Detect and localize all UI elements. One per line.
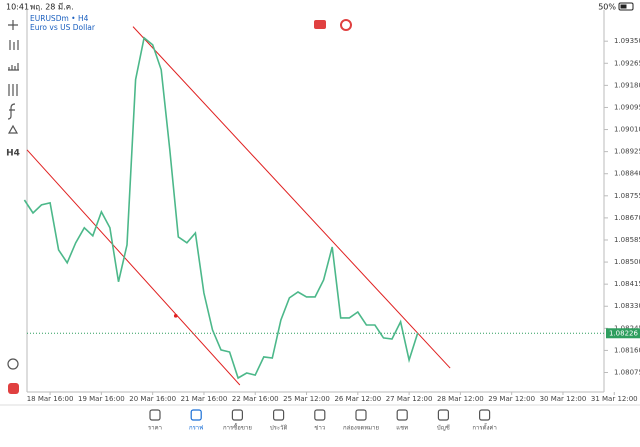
y-tick-label: 1.09010 [614, 126, 640, 134]
price-line [23, 36, 419, 380]
quick-tool[interactable] [7, 358, 19, 370]
y-tick-label: 1.08500 [614, 258, 640, 266]
timeframe[interactable]: H4 [6, 149, 20, 159]
x-tick-label: 28 Mar 12:00 [437, 395, 484, 403]
symbol-description: Euro vs US Dollar [30, 23, 96, 32]
function-tool[interactable] [7, 103, 16, 120]
sell-button[interactable] [314, 20, 326, 29]
trend-line [132, 26, 451, 369]
y-tick-label: 1.09350 [614, 37, 640, 45]
y-tick-label: 1.08755 [614, 192, 640, 200]
current-price-label: 1.08226 [609, 329, 638, 337]
x-tick-label: 30 Mar 12:00 [540, 395, 587, 403]
nav-label[interactable]: แชท [396, 425, 408, 432]
y-tick-label: 1.09180 [614, 81, 640, 89]
chart-type-tool[interactable] [9, 40, 19, 50]
y-tick-label: 1.08585 [614, 236, 640, 244]
y-tick-label: 1.09095 [614, 103, 640, 111]
nav-icon[interactable] [355, 409, 367, 421]
nav-label[interactable]: ราคา [148, 425, 162, 432]
y-tick-label: 1.08330 [614, 302, 640, 310]
symbol-name: EURUSDm • H4 [30, 14, 89, 23]
nav-icon[interactable] [231, 409, 243, 421]
nav-icon[interactable] [396, 409, 408, 421]
status-battery: 50% [598, 3, 616, 12]
bottom-nav: ราคา กราฟ การซื้อขาย ประวัติ ข่าว กล่องจดหมาย… [148, 409, 497, 432]
x-tick-label: 26 Mar 12:00 [334, 395, 381, 403]
x-tick-label: 21 Mar 16:00 [181, 395, 228, 403]
x-tick-label: 25 Mar 12:00 [283, 395, 330, 403]
trade-icon[interactable] [8, 383, 19, 394]
x-tick-label: 20 Mar 16:00 [129, 395, 176, 403]
settings-tool[interactable] [8, 84, 18, 96]
status-date: พฤ. 28 มี.ค. [30, 3, 74, 12]
nav-label[interactable]: การซื้อขาย [223, 422, 252, 432]
x-tick-label: 29 Mar 12:00 [488, 395, 535, 403]
nav-label[interactable]: ข่าว [314, 425, 325, 432]
y-tick-label: 1.08670 [614, 214, 640, 222]
current-price-box [606, 328, 640, 339]
nav-icon[interactable] [273, 409, 285, 421]
nav-icon[interactable] [190, 409, 202, 421]
y-tick-label: 1.08925 [614, 148, 640, 156]
trend-line [26, 149, 241, 386]
x-tick-label: 18 Mar 16:00 [27, 395, 74, 403]
objects-tool[interactable] [7, 124, 19, 134]
chart: 1.09350 1.09265 1.09180 1.09095 1.09010 1.089… [23, 26, 640, 403]
nav-icon[interactable] [437, 409, 449, 421]
y-tick-label: 1.08415 [614, 280, 640, 288]
x-tick-label: 31 Mar 12:00 [591, 395, 638, 403]
y-tick-label: 1.09265 [614, 59, 640, 67]
crosshair-tool[interactable] [8, 20, 18, 30]
status-time: 10:41 [6, 3, 29, 12]
nav-label[interactable]: การตั้งค่า [472, 422, 496, 432]
indicators-tool[interactable] [8, 63, 19, 71]
x-tick-label: 19 Mar 16:00 [78, 395, 125, 403]
battery-icon [618, 2, 634, 11]
y-tick-label: 1.08840 [614, 170, 640, 178]
nav-label[interactable]: กล่องจดหมาย [343, 425, 379, 432]
trend-anchor [173, 314, 178, 318]
battery-level [620, 4, 627, 9]
nav-label[interactable]: บัญชี [437, 424, 450, 432]
nav-icon[interactable] [314, 409, 326, 421]
nav-icon[interactable] [149, 409, 161, 421]
y-tick-label: 1.08075 [614, 369, 640, 377]
buy-button[interactable] [340, 19, 352, 31]
nav-icon[interactable] [479, 409, 491, 421]
x-tick-label: 27 Mar 12:00 [386, 395, 433, 403]
x-tick-label: 22 Mar 16:00 [232, 395, 279, 403]
nav-label[interactable]: ประวัติ [270, 425, 288, 432]
nav-label[interactable]: กราฟ [189, 425, 203, 432]
y-tick-label: 1.08160 [614, 346, 640, 354]
